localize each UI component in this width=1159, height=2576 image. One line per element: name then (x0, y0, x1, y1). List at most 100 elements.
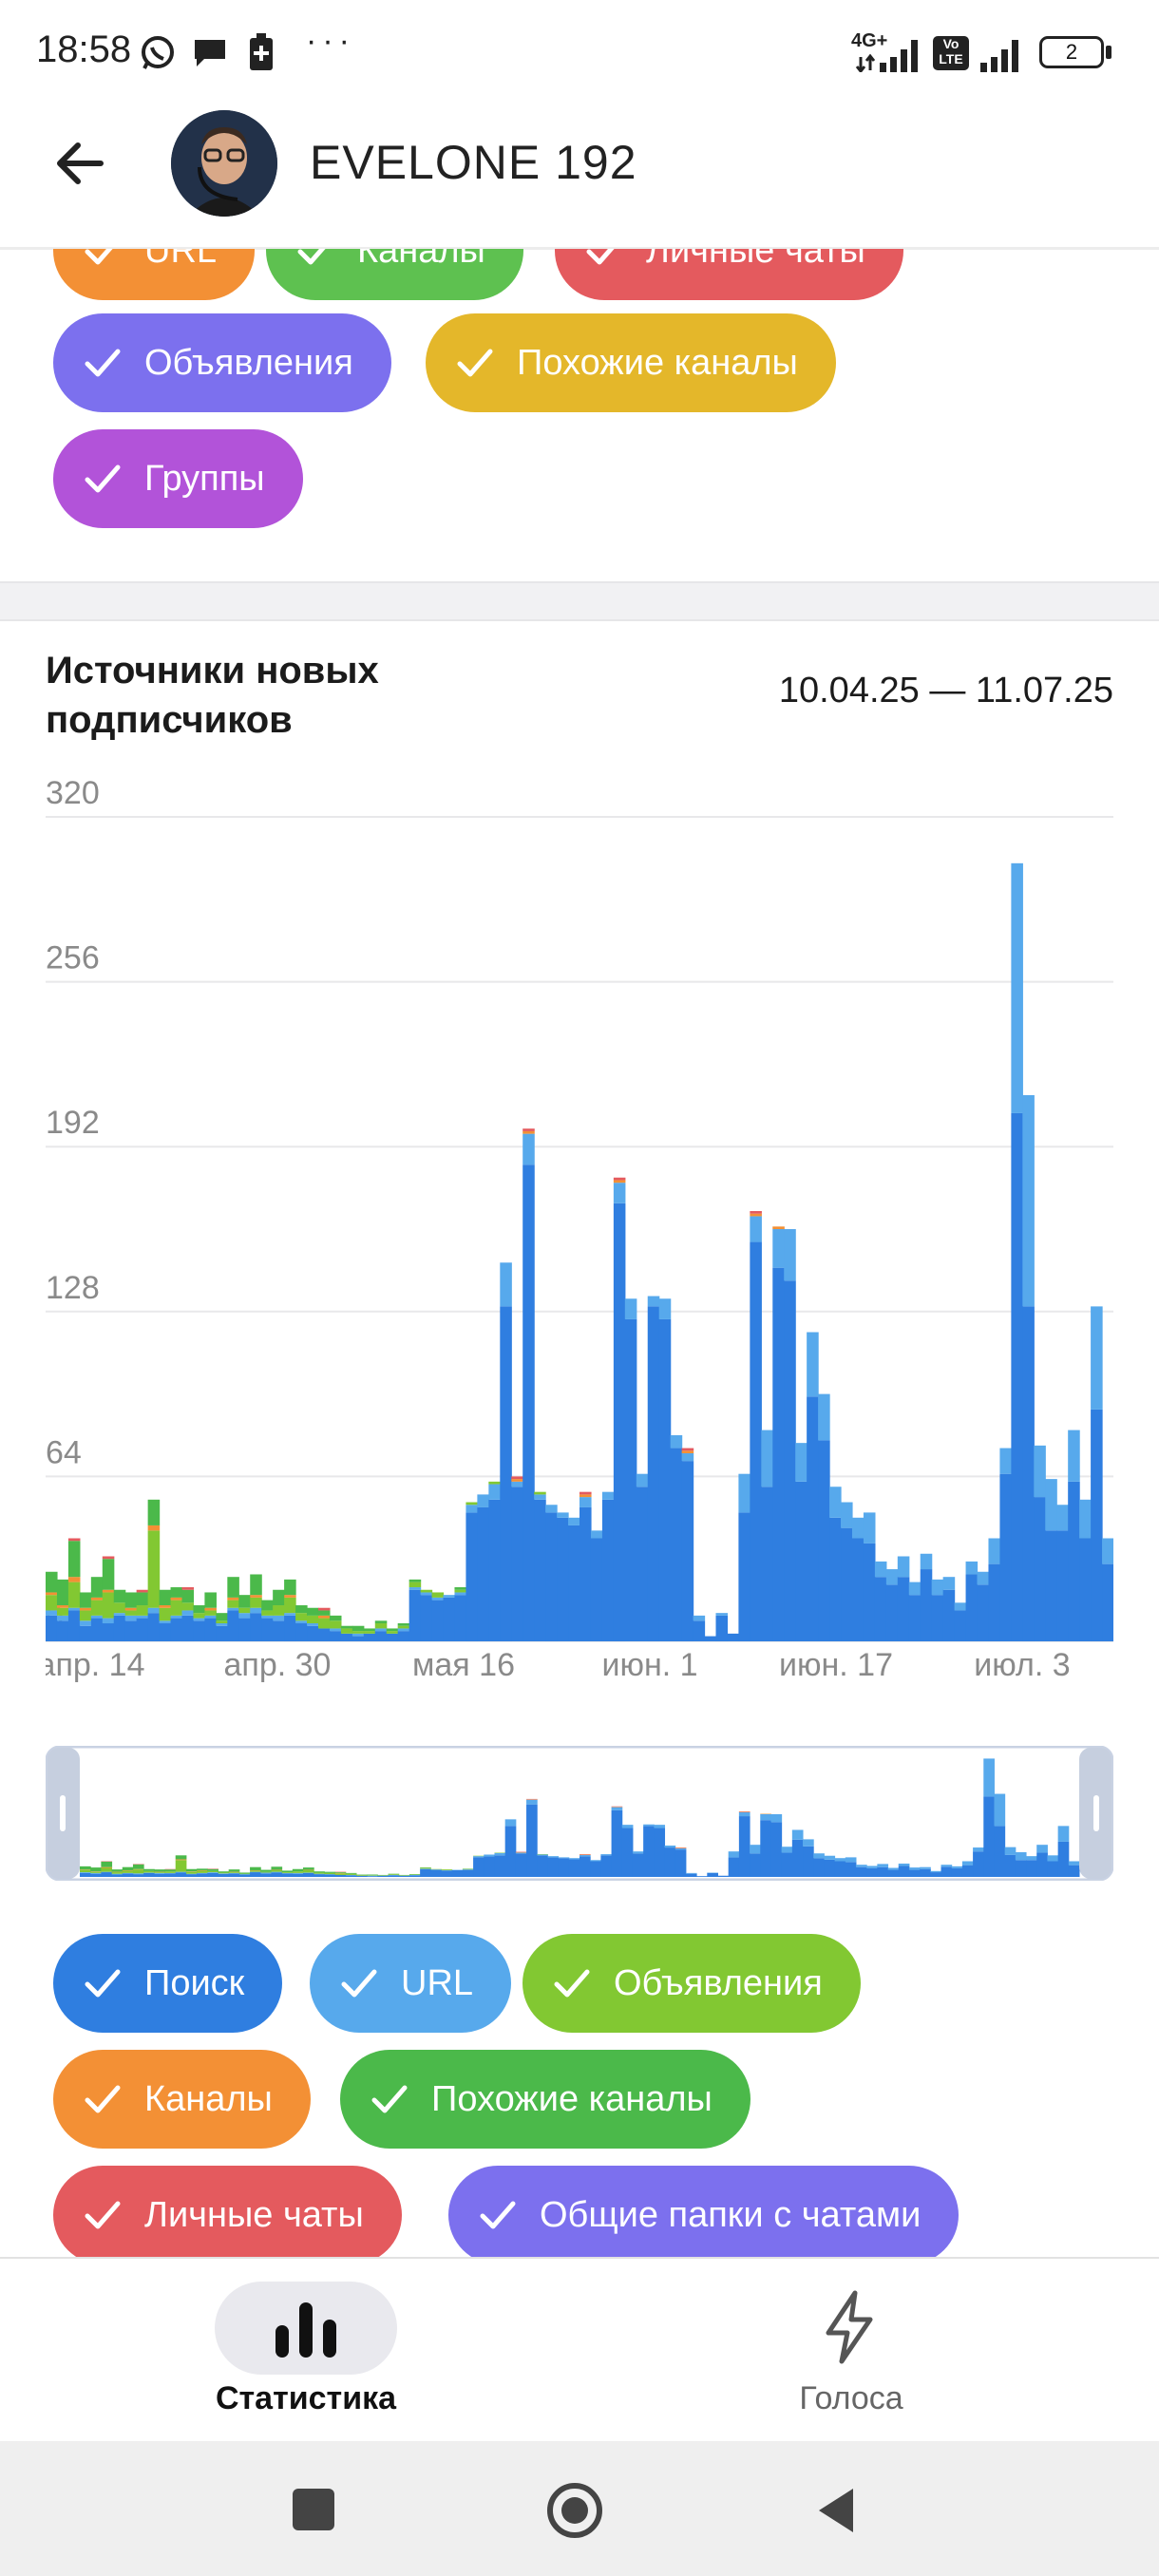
chart-bar-segment (307, 1607, 319, 1616)
filter-pill-search[interactable]: Поиск (53, 1934, 283, 2033)
chart-bar-segment (113, 1613, 126, 1616)
overview-bar-segment (367, 1874, 378, 1876)
lightning-icon[interactable] (819, 2289, 880, 2365)
chart-bar-segment (557, 1517, 569, 1641)
chat-icon (195, 40, 225, 66)
overview-bar-segment (738, 1816, 750, 1877)
filter-pill-shared-folders[interactable]: Общие папки с чатами (448, 2166, 960, 2257)
overview-bar-segment (473, 1857, 484, 1878)
chart-bar-segment (124, 1615, 138, 1621)
chart-bar-segment (204, 1615, 217, 1619)
overview-bar-segment (164, 1873, 177, 1877)
filter-pill-similar-channels[interactable]: Похожие каналы (426, 313, 836, 412)
chart-bar-segment (352, 1633, 365, 1637)
filter-pill-url[interactable]: URL (310, 1934, 512, 2033)
nav-label-votes[interactable]: Голоса (799, 2380, 903, 2416)
overview-bar-segment (334, 1874, 347, 1877)
range-overview-chart (45, 1745, 1114, 1882)
chart-bar-segment (431, 1597, 445, 1601)
chart-bar-segment (90, 1618, 104, 1641)
chart-bar-segment (261, 1618, 274, 1641)
chart-bar-segment (204, 1618, 217, 1641)
overview-bar-segment (813, 1858, 825, 1877)
chart-bar-segment (818, 1440, 830, 1641)
chart-bar-segment (466, 1505, 478, 1513)
overview-bar-segment (281, 1872, 294, 1873)
overview-bar-segment (526, 1804, 538, 1877)
filter-pill-label: URL (401, 1962, 474, 2003)
overview-bar-segment (898, 1866, 910, 1877)
filter-pill-ads[interactable]: Объявления (522, 1934, 861, 2033)
back-arrow-icon[interactable] (49, 133, 110, 194)
chart-bar-segment (715, 1613, 729, 1616)
chart-bar-segment (1045, 1530, 1057, 1641)
overview-bar-segment (866, 1867, 878, 1877)
chart-bar-segment (363, 1631, 376, 1634)
filter-pill-private-chats[interactable]: Личные чаты (53, 2166, 402, 2257)
overview-bar-segment (90, 1872, 102, 1874)
filter-pill-groups[interactable]: Группы (53, 429, 303, 528)
chart-bar-segment (750, 1213, 762, 1217)
chart-bar-segment (477, 1506, 489, 1641)
filter-pill-url[interactable]: URL (53, 249, 256, 300)
overview-bar-segment (207, 1870, 218, 1873)
overview-bar-segment (303, 1872, 314, 1878)
chart-bar-segment (159, 1623, 172, 1641)
system-back-icon[interactable] (813, 2485, 859, 2536)
filter-pill-similar-channels[interactable]: Похожие каналы (340, 2050, 750, 2149)
y-tick-label: 320 (46, 775, 100, 811)
avatar-face-icon (171, 110, 277, 217)
x-tick-label: апр. 14 (46, 1647, 144, 1683)
overview-bar-segment (940, 1865, 953, 1867)
chart-bar-segment (124, 1607, 138, 1611)
overview-bar-segment (175, 1871, 187, 1873)
overview-bar-segment (143, 1872, 155, 1878)
check-icon (85, 2085, 121, 2113)
filter-pill-channels[interactable]: Каналы (266, 249, 523, 300)
chart-bar-segment (159, 1620, 172, 1624)
chart-bar-segment (147, 1613, 161, 1641)
channel-avatar[interactable] (171, 110, 277, 217)
status-time: 18:58 (36, 28, 132, 70)
chart-bar-segment (761, 1430, 773, 1487)
chart-bar-segment (738, 1473, 750, 1513)
chart-bar-segment (397, 1625, 410, 1629)
home-icon[interactable] (545, 2481, 604, 2540)
chart-bar-segment (250, 1597, 262, 1608)
chart-bar-segment (397, 1623, 410, 1626)
range-frame (45, 1745, 1114, 1882)
overview-bar-segment (770, 1814, 783, 1823)
chart-bar-segment (693, 1615, 706, 1621)
chart-bar-segment (193, 1620, 206, 1641)
chart-bar-segment (56, 1579, 69, 1606)
volte-icon: Vo LTE (933, 36, 969, 70)
recents-icon[interactable] (293, 2489, 334, 2530)
chart-bar-segment (466, 1502, 478, 1506)
filter-pill-private-chats[interactable]: Личные чаты (555, 249, 903, 300)
chart-bar-segment (795, 1443, 808, 1482)
check-icon (85, 2201, 121, 2229)
chart-bar-segment (511, 1479, 523, 1482)
overview-bar-segment (920, 1868, 931, 1877)
overview-bar-segment (324, 1874, 336, 1877)
chart-bar-segment (580, 1494, 592, 1498)
chart-bar-segment (681, 1448, 694, 1451)
date-range[interactable]: 10.04.25 — 11.07.25 (778, 671, 1113, 710)
overview-bar-segment (250, 1870, 261, 1872)
chart-bar-segment (56, 1620, 69, 1641)
filter-pill-channels[interactable]: Каналы (53, 2050, 311, 2149)
overview-bar-segment (1036, 1852, 1048, 1877)
chart-bar-segment (488, 1484, 501, 1500)
range-selector[interactable] (45, 1745, 1114, 1882)
chart-bar-segment (317, 1628, 331, 1641)
chart-bar-segment (363, 1633, 376, 1641)
filter-pill-ads[interactable]: Объявления (53, 313, 391, 412)
overview-bar-segment (388, 1875, 400, 1877)
filter-pill-label: Группы (144, 458, 265, 499)
overview-bar-segment (80, 1869, 91, 1873)
overview-bar-segment (1068, 1861, 1080, 1866)
overview-bar-segment (175, 1872, 187, 1877)
overview-bar-segment (1015, 1852, 1027, 1861)
chart-bar-segment (500, 1306, 512, 1642)
